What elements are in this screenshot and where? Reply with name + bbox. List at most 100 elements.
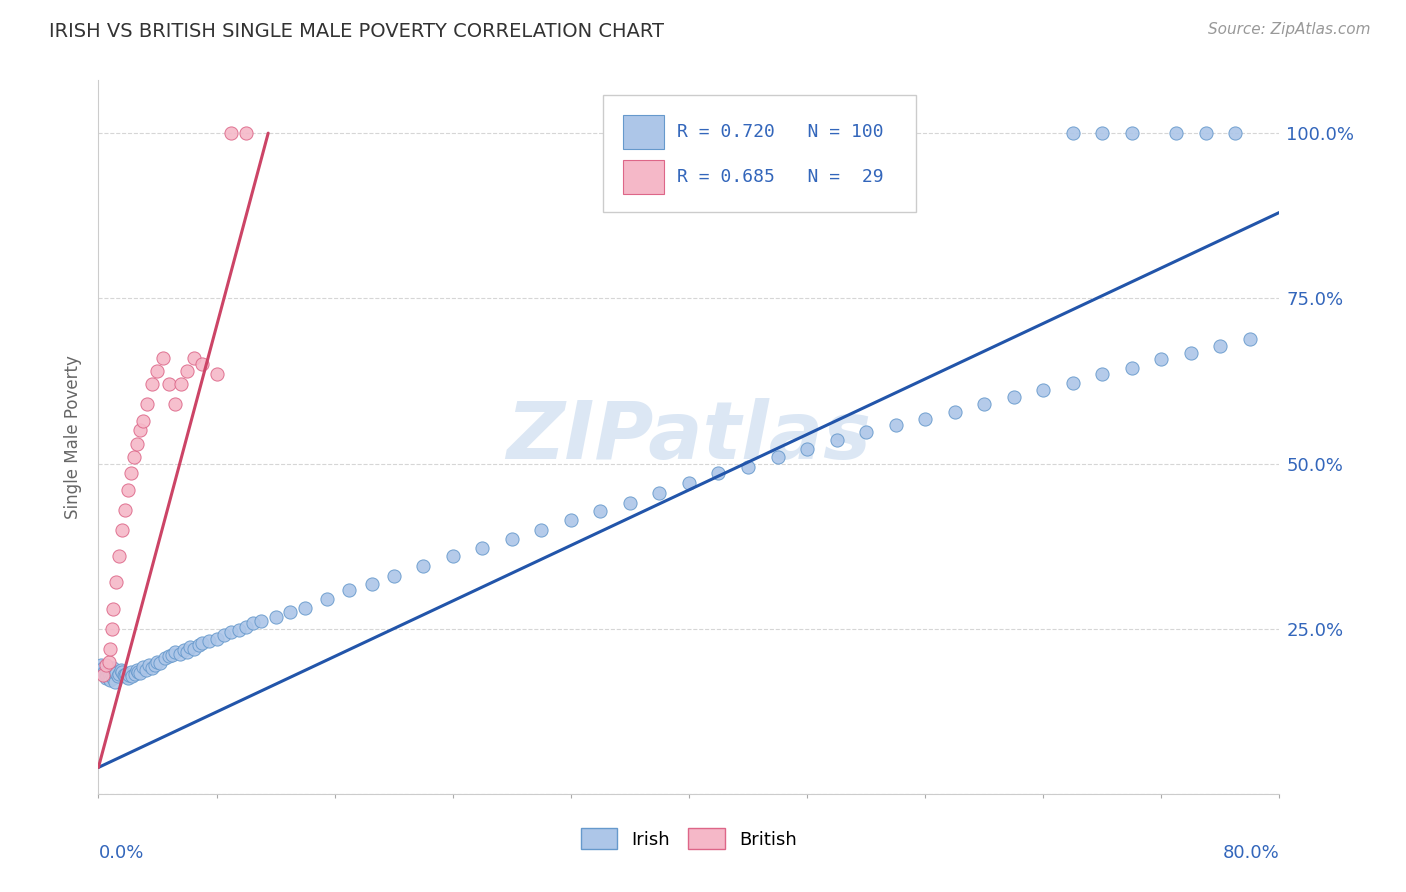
Point bbox=[118, 668, 141, 682]
Point bbox=[235, 620, 257, 634]
Point bbox=[825, 434, 848, 448]
Point bbox=[250, 614, 273, 628]
Point bbox=[103, 602, 125, 616]
Point bbox=[221, 625, 243, 640]
Point bbox=[235, 126, 257, 140]
Point bbox=[221, 126, 243, 140]
Point bbox=[678, 476, 700, 491]
Point bbox=[619, 496, 641, 510]
Point bbox=[125, 436, 148, 450]
Legend: Irish, British: Irish, British bbox=[574, 821, 804, 856]
Point bbox=[146, 655, 169, 669]
Point bbox=[1032, 383, 1054, 397]
Point bbox=[412, 558, 434, 573]
Point bbox=[1062, 376, 1084, 390]
Point bbox=[105, 575, 128, 590]
Text: 80.0%: 80.0% bbox=[1223, 844, 1279, 862]
Point bbox=[104, 674, 127, 689]
Point bbox=[138, 658, 160, 673]
Point bbox=[141, 661, 163, 675]
Point bbox=[157, 649, 180, 664]
Point bbox=[242, 616, 264, 631]
Point bbox=[165, 397, 187, 411]
Point bbox=[176, 645, 198, 659]
Point bbox=[766, 450, 789, 464]
Point bbox=[122, 450, 145, 464]
Point bbox=[191, 358, 214, 372]
Point bbox=[96, 669, 118, 683]
Point bbox=[128, 424, 150, 438]
Point bbox=[103, 661, 125, 675]
Point bbox=[94, 658, 117, 673]
Point bbox=[1091, 126, 1114, 140]
Point bbox=[120, 467, 142, 481]
Point bbox=[914, 411, 936, 425]
Point bbox=[105, 665, 128, 680]
Point bbox=[183, 351, 205, 365]
FancyBboxPatch shape bbox=[603, 95, 915, 212]
Point bbox=[264, 609, 287, 624]
Point bbox=[97, 655, 120, 669]
Point bbox=[165, 645, 187, 659]
Point bbox=[228, 623, 250, 637]
Point bbox=[169, 647, 191, 661]
Point bbox=[132, 413, 155, 427]
Point bbox=[94, 668, 117, 682]
Point bbox=[114, 502, 136, 516]
Point bbox=[441, 549, 464, 563]
Point bbox=[855, 425, 877, 439]
Point bbox=[530, 523, 553, 537]
Point bbox=[143, 658, 166, 673]
Point bbox=[108, 666, 131, 681]
Point bbox=[589, 504, 612, 518]
Point bbox=[91, 668, 114, 682]
Bar bbox=[623, 161, 664, 194]
Point bbox=[117, 483, 139, 497]
Point bbox=[1062, 126, 1084, 140]
Y-axis label: Single Male Poverty: Single Male Poverty bbox=[65, 355, 83, 519]
Point bbox=[98, 668, 121, 682]
Point bbox=[339, 583, 361, 598]
Point bbox=[560, 513, 582, 527]
Point bbox=[90, 658, 112, 673]
Point bbox=[132, 660, 155, 674]
Point bbox=[198, 633, 221, 648]
Point bbox=[170, 377, 193, 392]
Point bbox=[205, 368, 228, 382]
Point bbox=[1002, 391, 1025, 405]
Point bbox=[149, 656, 172, 670]
Text: R = 0.720   N = 100: R = 0.720 N = 100 bbox=[678, 123, 884, 141]
Point bbox=[108, 549, 131, 563]
Point bbox=[179, 640, 201, 655]
Text: ZIPatlas: ZIPatlas bbox=[506, 398, 872, 476]
Point bbox=[127, 665, 149, 679]
Point bbox=[103, 671, 125, 685]
Point bbox=[112, 668, 135, 682]
Point bbox=[136, 397, 159, 411]
Point bbox=[1195, 126, 1218, 140]
Point bbox=[187, 638, 209, 652]
Point bbox=[120, 665, 142, 679]
Point bbox=[1121, 126, 1143, 140]
Point bbox=[104, 665, 127, 679]
Point bbox=[97, 666, 120, 681]
Point bbox=[97, 671, 120, 685]
Point bbox=[973, 397, 995, 411]
Point bbox=[157, 377, 180, 392]
Point bbox=[124, 666, 146, 681]
Point bbox=[98, 641, 121, 656]
Point bbox=[1180, 345, 1202, 359]
Point bbox=[100, 669, 122, 683]
Point bbox=[205, 632, 228, 646]
Point bbox=[183, 641, 205, 656]
Point bbox=[110, 663, 132, 677]
Text: R = 0.685   N =  29: R = 0.685 N = 29 bbox=[678, 168, 884, 186]
Point bbox=[1121, 360, 1143, 375]
Point bbox=[707, 467, 730, 481]
Point bbox=[943, 405, 966, 419]
Point bbox=[114, 669, 136, 683]
Bar bbox=[623, 115, 664, 150]
Point bbox=[501, 533, 523, 547]
Point bbox=[96, 665, 118, 679]
Point bbox=[111, 665, 134, 679]
